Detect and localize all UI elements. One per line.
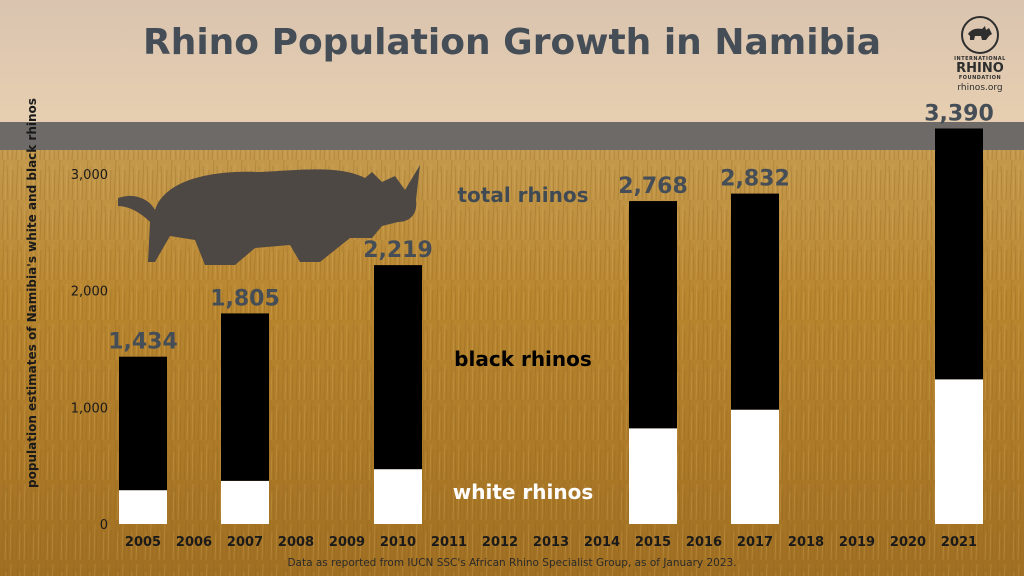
bar-white-rhinos xyxy=(935,379,983,524)
x-tick-label: 2020 xyxy=(890,535,926,550)
y-axis: 0 1,000 2,000 3,000 xyxy=(71,168,108,533)
x-tick-label: 2016 xyxy=(686,535,722,550)
logo-top-text: INTERNATIONAL xyxy=(954,56,1006,62)
bar-black-rhinos xyxy=(731,193,779,410)
bars xyxy=(119,128,983,524)
series-annotation: total rhinos xyxy=(457,183,588,207)
rhino-logo-icon xyxy=(961,16,999,54)
x-tick-label: 2006 xyxy=(176,535,212,550)
bar-white-rhinos xyxy=(629,428,677,524)
series-annotation: black rhinos xyxy=(454,347,592,371)
y-tick-label: 0 xyxy=(100,518,108,533)
total-value-label: 3,390 xyxy=(924,102,994,127)
total-value-label: 2,768 xyxy=(618,174,688,199)
x-tick-label: 2014 xyxy=(584,535,620,550)
bar-white-rhinos xyxy=(374,469,422,524)
total-value-label: 2,832 xyxy=(720,167,790,192)
x-tick-label: 2008 xyxy=(278,535,314,550)
total-value-label: 1,434 xyxy=(108,330,178,355)
total-labels: 1,434 1,805 2,219 2,768 2,832 3,390 xyxy=(108,102,994,355)
x-tick-label: 2017 xyxy=(737,535,773,550)
bar-black-rhinos xyxy=(629,201,677,429)
bar-white-rhinos xyxy=(731,409,779,524)
foundation-logo[interactable]: INTERNATIONAL RHINO FOUNDATION rhinos.or… xyxy=(950,16,1010,93)
x-tick-label: 2019 xyxy=(839,535,875,550)
x-tick-label: 2009 xyxy=(329,535,365,550)
bar-black-rhinos xyxy=(935,128,983,380)
bar-white-rhinos xyxy=(221,480,269,524)
annotations: total rhinos black rhinos white rhinos xyxy=(453,183,594,504)
x-tick-label: 2005 xyxy=(125,535,161,550)
total-value-label: 1,805 xyxy=(210,286,280,311)
logo-bottom-text: FOUNDATION xyxy=(958,75,1002,81)
rhino-silhouette xyxy=(118,165,420,265)
total-value-label: 2,219 xyxy=(363,238,433,263)
x-axis: 2005 2006 2007 2008 2009 2010 2011 2012 2013 2014… xyxy=(125,535,977,550)
x-tick-label: 2010 xyxy=(380,535,416,550)
y-tick-label: 3,000 xyxy=(71,168,108,183)
y-axis-label: population estimates of Namibia's white … xyxy=(25,98,39,488)
logo-main-text: RHINO xyxy=(956,61,1004,76)
bar-white-rhinos xyxy=(119,490,167,524)
x-tick-label: 2021 xyxy=(941,535,977,550)
x-tick-label: 2007 xyxy=(227,535,263,550)
logo-website[interactable]: rhinos.org xyxy=(957,83,1003,93)
series-annotation: white rhinos xyxy=(453,480,594,504)
y-tick-label: 1,000 xyxy=(71,401,108,416)
chart-title: Rhino Population Growth in Namibia xyxy=(142,22,882,63)
bar-black-rhinos xyxy=(119,356,167,491)
x-tick-label: 2018 xyxy=(788,535,824,550)
x-tick-label: 2013 xyxy=(533,535,569,550)
x-tick-label: 2015 xyxy=(635,535,671,550)
y-tick-label: 2,000 xyxy=(71,285,108,300)
bar-black-rhinos xyxy=(221,313,269,481)
source-note: Data as reported from IUCN SSC's African… xyxy=(287,557,737,569)
bar-black-rhinos xyxy=(374,265,422,470)
x-tick-label: 2011 xyxy=(431,535,467,550)
x-tick-label: 2012 xyxy=(482,535,518,550)
